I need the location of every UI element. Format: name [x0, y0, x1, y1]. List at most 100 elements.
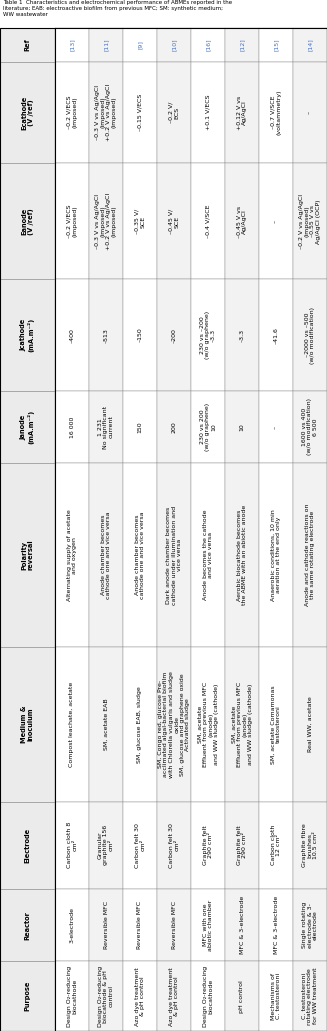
Text: Reversible MFC: Reversible MFC — [171, 901, 177, 950]
Bar — [225, 279, 259, 391]
Text: –0.35 V/
SCE: –0.35 V/ SCE — [135, 209, 145, 234]
Bar — [191, 62, 225, 163]
Text: SM, Congo red, glucose Pre-
acclimated algal-bacterial biofilm
with Chlorella vu: SM, Congo red, glucose Pre- acclimated a… — [158, 671, 190, 777]
Text: 1 231
No significant
current: 1 231 No significant current — [98, 405, 114, 448]
Bar — [123, 463, 157, 647]
Text: 150: 150 — [137, 421, 143, 433]
Text: 230 vs –200
(w/o graphene)
–3.3: 230 vs –200 (w/o graphene) –3.3 — [200, 311, 216, 359]
Text: Ref: Ref — [25, 38, 30, 52]
Text: –3.3: –3.3 — [239, 329, 245, 341]
Bar — [259, 647, 293, 802]
Text: Purpose: Purpose — [25, 980, 30, 1011]
Bar — [123, 28, 157, 62]
Bar — [89, 62, 123, 163]
Text: –0.3 V vs Ag/AgCl
(imposed)
+0.2 V vs Ag/AgCl
(imposed): –0.3 V vs Ag/AgCl (imposed) +0.2 V vs Ag… — [95, 85, 117, 141]
Bar — [225, 28, 259, 62]
Text: Anode chamber becomes
cathode one and vice versa: Anode chamber becomes cathode one and vi… — [135, 511, 145, 599]
Text: 10: 10 — [239, 423, 245, 431]
Bar — [0, 163, 55, 279]
Text: SM, acetate EAB: SM, acetate EAB — [104, 699, 109, 751]
Bar — [123, 961, 157, 1031]
Bar — [225, 802, 259, 889]
Bar — [191, 163, 225, 279]
Bar — [293, 961, 327, 1031]
Bar — [293, 889, 327, 961]
Text: SM, acetate
Effluent from previous MFC
(anode)
and WW sludge (cathode): SM, acetate Effluent from previous MFC (… — [198, 681, 219, 767]
Bar — [157, 961, 191, 1031]
Bar — [191, 279, 225, 391]
Text: 16 000: 16 000 — [70, 417, 75, 438]
Text: 200: 200 — [171, 421, 177, 433]
Bar — [55, 391, 89, 463]
Text: Ecathode
(V /ref): Ecathode (V /ref) — [21, 96, 34, 130]
Text: [9]: [9] — [137, 40, 143, 49]
Text: Aerobic biocathode becomes
the ABME with an abiotic anode: Aerobic biocathode becomes the ABME with… — [237, 505, 247, 605]
Bar — [259, 163, 293, 279]
Text: Polarity
reversal: Polarity reversal — [21, 540, 34, 570]
Text: –0.45 V vs
Ag/AgCl: –0.45 V vs Ag/AgCl — [237, 205, 247, 237]
Bar — [259, 62, 293, 163]
Text: Janode
(mA.m⁻²): Janode (mA.m⁻²) — [21, 410, 34, 444]
Text: 1600 vs 400
(w/o modification)
6 500: 1600 vs 400 (w/o modification) 6 500 — [302, 398, 318, 456]
Text: –150: –150 — [137, 328, 143, 342]
Text: Real WW, acetate: Real WW, acetate — [307, 697, 313, 753]
Text: [15]: [15] — [273, 38, 279, 52]
Text: –0.45 V/
SCE: –0.45 V/ SCE — [169, 209, 179, 234]
Text: –0.2 V/ECS
(imposed): –0.2 V/ECS (imposed) — [67, 205, 77, 238]
Text: –41.6: –41.6 — [273, 327, 279, 343]
Bar — [55, 163, 89, 279]
Bar — [89, 647, 123, 802]
Bar — [191, 961, 225, 1031]
Text: [13]: [13] — [70, 38, 75, 52]
Bar — [225, 163, 259, 279]
Bar — [157, 391, 191, 463]
Text: 230 vs 200
(w/o graphene)
10: 230 vs 200 (w/o graphene) 10 — [200, 403, 216, 451]
Bar — [259, 391, 293, 463]
Text: –2000 vs –500
(w/o modification): –2000 vs –500 (w/o modification) — [305, 306, 315, 364]
Bar — [123, 647, 157, 802]
Text: Carbon felt 30
cm²: Carbon felt 30 cm² — [135, 823, 145, 868]
Text: –: – — [307, 111, 313, 114]
Bar — [225, 889, 259, 961]
Bar — [89, 391, 123, 463]
Bar — [293, 463, 327, 647]
Text: SM, acetate
Effluent from previous MFC
(anode)
and WW sludge (cathode): SM, acetate Effluent from previous MFC (… — [232, 681, 252, 767]
Bar — [259, 28, 293, 62]
Bar — [157, 802, 191, 889]
Bar — [293, 28, 327, 62]
Bar — [89, 163, 123, 279]
Text: Reactor: Reactor — [25, 910, 30, 939]
Bar — [293, 279, 327, 391]
Bar — [123, 802, 157, 889]
Bar — [259, 889, 293, 961]
Text: 3-electrode: 3-electrode — [70, 907, 75, 943]
Bar — [225, 647, 259, 802]
Text: Alternating supply of acetate
and oxygen: Alternating supply of acetate and oxygen — [67, 509, 77, 601]
Text: –0.2 V/ECS
(imposed): –0.2 V/ECS (imposed) — [67, 96, 77, 129]
Text: Single rotating
electrode & 3-
electrode: Single rotating electrode & 3- electrode — [302, 902, 318, 949]
Text: [10]: [10] — [171, 38, 177, 52]
Text: –400: –400 — [70, 328, 75, 342]
Text: Carbon cloth
12 cm²: Carbon cloth 12 cm² — [271, 825, 281, 865]
Bar — [225, 391, 259, 463]
Text: –0.15 V/ECS: –0.15 V/ECS — [137, 94, 143, 131]
Bar — [157, 163, 191, 279]
Bar — [55, 802, 89, 889]
Bar — [191, 391, 225, 463]
Text: Carbon cloth 8
cm²: Carbon cloth 8 cm² — [67, 822, 77, 868]
Bar — [191, 647, 225, 802]
Text: –: – — [273, 220, 279, 223]
Bar — [89, 463, 123, 647]
Bar — [259, 279, 293, 391]
Bar — [293, 647, 327, 802]
Bar — [191, 463, 225, 647]
Bar — [55, 28, 89, 62]
Bar — [0, 279, 55, 391]
Bar — [157, 647, 191, 802]
Bar — [191, 889, 225, 961]
Bar — [55, 279, 89, 391]
Bar — [55, 647, 89, 802]
Bar — [157, 28, 191, 62]
Text: MFC & 3-electrode: MFC & 3-electrode — [239, 896, 245, 955]
Text: [14]: [14] — [307, 38, 313, 52]
